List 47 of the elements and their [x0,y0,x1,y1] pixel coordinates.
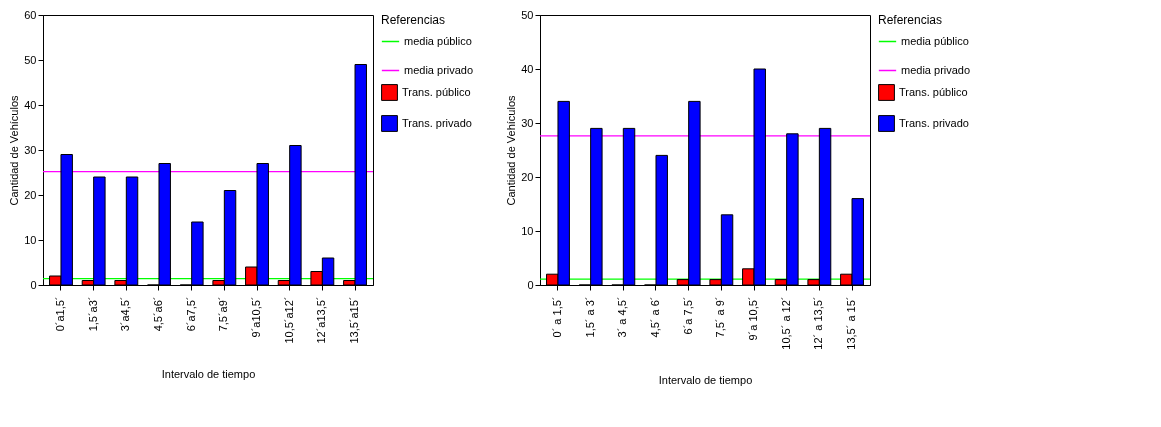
x-tick-label: 9´a 10,5´ [747,296,760,341]
legend-title: Referencias [878,13,943,27]
x-tick-label: 13,5´ a 15´ [845,296,858,350]
y-tick-label: 0 [527,278,534,291]
x-tick-label: 7,5´a9´ [217,296,230,332]
x-tick-label: 3´a4,5´ [119,296,132,332]
legend-label: media privado [901,63,971,76]
x-tick-label: 1,5´a3´ [86,296,99,332]
x-tick-label: 3´ a 4,5´ [616,296,629,338]
y-tick-label: 10 [24,233,37,246]
y-tick-label: 20 [24,188,37,201]
x-tick-label: 6´a7,5´ [184,296,197,332]
y-tick-label: 60 [24,8,37,21]
x-tick-label: 0´ a 1,5´ [550,296,563,338]
legend-label: Trans. privado [402,116,472,129]
x-tick-label: 9´a10,5´ [250,296,263,338]
x-tick-label: 10,5´a12´ [282,296,295,344]
y-tick-label: 10 [521,224,534,237]
x-tick-label: 13,5´a15´ [348,296,361,344]
legend-title: Referencias [381,13,446,27]
y-tick-label: 30 [24,143,37,156]
y-tick-label: 20 [521,170,534,183]
legend-label: Trans. público [899,85,968,98]
y-tick-label: 50 [24,53,37,66]
x-tick-label: 10,5´ a 12´ [779,296,792,350]
x-axis-title: Intervalo de tiempo [161,367,256,380]
y-tick-label: 50 [521,8,534,21]
x-tick-label: 0´a1,5´ [53,296,66,332]
legend-label: Trans. privado [899,116,969,129]
x-axis-title: Intervalo de tiempo [658,373,753,386]
x-tick-label: 1,5´ a 3´ [583,296,596,338]
x-tick-label: 12´a13,5´ [315,296,328,344]
y-tick-label: 40 [24,98,37,111]
y-tick-label: 40 [521,62,534,75]
y-tick-label: 0 [30,278,37,291]
x-tick-label: 12´ a 13,5´ [812,296,825,350]
legend-label: media público [901,34,969,47]
x-tick-label: 6´a 7,5´ [681,296,694,335]
y-axis-title: Cantidad de Vehículos [505,94,518,206]
x-tick-label: 4,5´ a 6´ [648,296,661,338]
x-tick-label: 7,5´ a 9´ [714,296,727,338]
y-tick-label: 30 [521,116,534,129]
legend-label: media privado [404,63,474,76]
legend-label: media público [404,34,472,47]
y-axis-title: Cantidad de Vehículos [8,94,21,206]
legend-label: Trans. público [402,85,471,98]
x-tick-label: 4,5´a6´ [151,296,164,332]
